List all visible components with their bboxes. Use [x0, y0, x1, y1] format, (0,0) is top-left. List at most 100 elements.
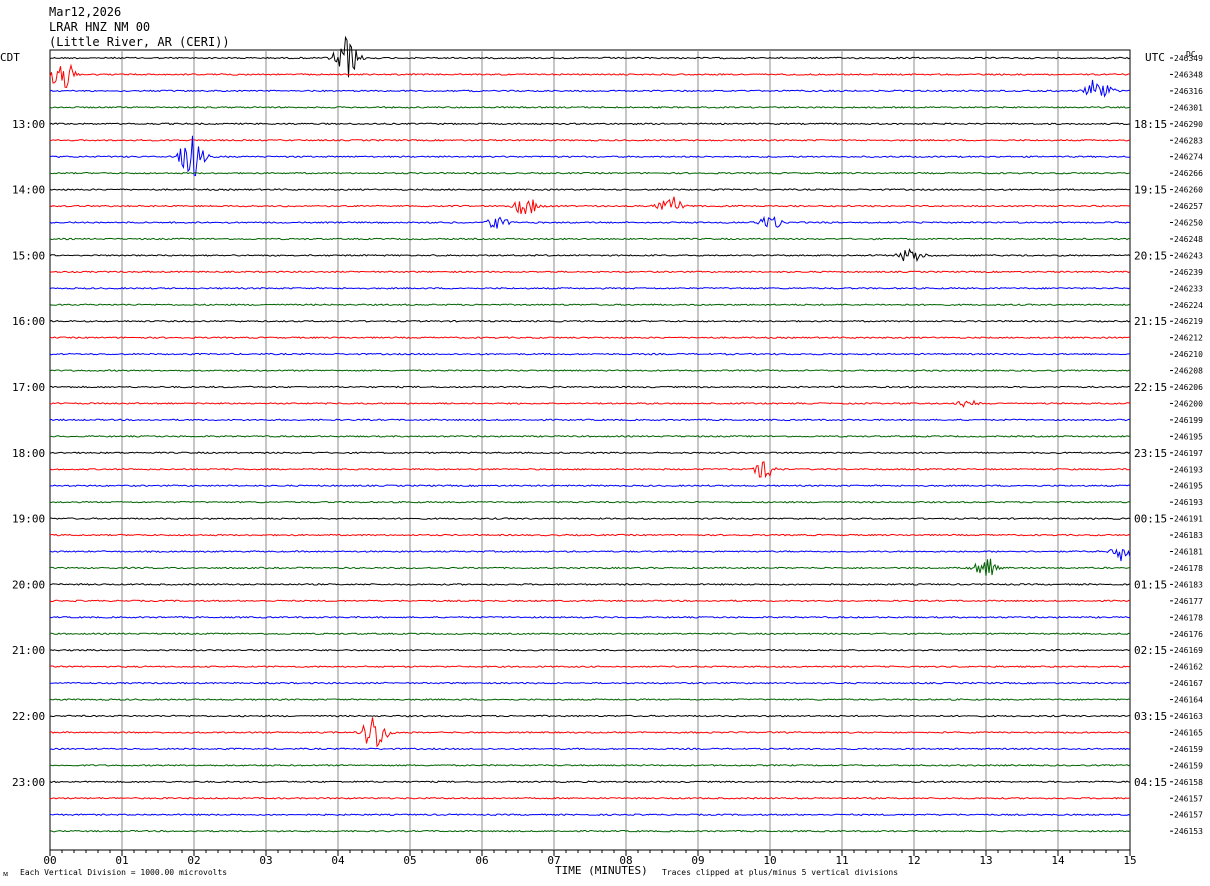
trace-line: [49, 319, 1131, 323]
trace-line: [49, 237, 1131, 241]
dc-value-label: 246195: [1174, 482, 1203, 491]
trace-line: [49, 399, 1131, 408]
dc-value-label: 246158: [1174, 778, 1203, 787]
seismic-traces: [49, 35, 1131, 833]
trace-line: [50, 35, 1131, 78]
header-station: LRAR HNZ NM 00: [49, 20, 150, 34]
trace-line: [49, 303, 1131, 307]
trace-line: [49, 352, 1131, 356]
dc-value-label: 246206: [1174, 383, 1203, 392]
dc-value-label: 246163: [1174, 712, 1203, 721]
plot-frame: [49, 49, 1131, 851]
x-tick-label: 01: [115, 854, 128, 867]
trace-line: [49, 248, 1131, 263]
right-hour-label: 20:15: [1134, 249, 1167, 262]
dc-value-label: 246191: [1174, 515, 1203, 524]
dc-value-label: 246197: [1174, 449, 1203, 458]
dc-value-label: 246153: [1174, 827, 1203, 836]
dc-offset-labels: 246349 246348 246316 246301 246290 246283 2462…: [1170, 54, 1203, 836]
right-hour-label: 01:15: [1134, 578, 1167, 591]
x-tick-label: 04: [331, 854, 345, 867]
left-hour-labels: 13:00 14:00 15:00 16:00 17:00 18:00 19:00 20:00…: [12, 118, 45, 789]
dc-value-label: 246250: [1174, 219, 1203, 228]
x-tick-label: 07: [547, 854, 560, 867]
trace-line: [49, 796, 1131, 800]
trace-line: [49, 106, 1131, 109]
trace-line: [49, 764, 1131, 767]
x-tick-label: 08: [619, 854, 632, 867]
trace-line: [49, 615, 1131, 619]
left-hour-label: 21:00: [12, 644, 45, 657]
trace-line: [49, 829, 1131, 833]
trace-line: [50, 681, 1131, 685]
left-hour-label: 20:00: [12, 578, 45, 591]
dc-value-label: 246210: [1174, 350, 1203, 359]
trace-line: [49, 336, 1131, 339]
right-hour-label: 18:15: [1134, 118, 1167, 131]
minute-gridlines: [49, 49, 1131, 851]
x-tick-label: 14: [1051, 854, 1065, 867]
dc-value-label: 246164: [1174, 696, 1203, 705]
trace-line: [49, 138, 1131, 142]
dc-value-label: 246219: [1174, 317, 1203, 326]
dc-value-label: 246178: [1174, 564, 1203, 573]
trace-line: [49, 418, 1131, 422]
x-tick-label: 13: [979, 854, 992, 867]
right-hour-label: 02:15: [1134, 644, 1167, 657]
right-timezone-label: UTC: [1145, 51, 1165, 64]
dc-value-label: 246199: [1174, 416, 1203, 425]
dc-value-label: 246349: [1174, 54, 1203, 63]
dc-value-label: 246233: [1174, 284, 1203, 293]
trace-line: [50, 517, 1131, 520]
trace-line: [49, 484, 1131, 488]
scale-icon: ᴍ: [3, 869, 8, 878]
dc-value-label: 246316: [1174, 87, 1203, 96]
dc-value-label: 246165: [1174, 728, 1203, 737]
trace-line: [49, 215, 1131, 229]
dc-value-label: 246243: [1174, 251, 1203, 260]
dc-value-label: 246290: [1174, 120, 1203, 129]
dc-value-label: 246193: [1174, 465, 1203, 474]
x-axis: 00 01 02 03 04 05 06 07 08 09 10 11 12 13 14 15: [43, 850, 1137, 867]
x-axis-title: TIME (MINUTES): [555, 864, 648, 877]
right-hour-label: 00:15: [1134, 513, 1167, 526]
dc-value-label: 246283: [1174, 136, 1203, 145]
left-hour-label: 23:00: [12, 776, 45, 789]
dc-value-label: 246178: [1174, 613, 1203, 622]
trace-line: [49, 780, 1131, 784]
dc-value-label: 246248: [1174, 235, 1203, 244]
trace-line: [49, 270, 1131, 274]
dc-value-label: 246257: [1174, 202, 1203, 211]
dc-label: DC: [1186, 50, 1196, 59]
dc-value-label: 246212: [1174, 334, 1203, 343]
dc-value-label: 246157: [1174, 811, 1203, 820]
trace-line: [49, 665, 1131, 668]
dc-value-label: 246169: [1174, 646, 1203, 655]
left-hour-label: 18:00: [12, 447, 45, 460]
right-hour-label: 23:15: [1134, 447, 1167, 460]
dc-value-label: 246176: [1174, 630, 1203, 639]
x-tick-label: 15: [1123, 854, 1136, 867]
trace-line: [49, 632, 1131, 636]
trace-line: [49, 135, 1131, 177]
footer-clip-note: Traces clipped at plus/minus 5 vertical …: [662, 868, 898, 877]
left-hour-label: 17:00: [12, 381, 45, 394]
dc-value-label: 246177: [1174, 597, 1203, 606]
dc-value-label: 246167: [1174, 679, 1203, 688]
left-timezone-label: CDT: [0, 51, 20, 64]
trace-line: [49, 171, 1131, 175]
trace-line: [49, 548, 1131, 562]
dc-value-label: 246260: [1174, 186, 1203, 195]
x-tick-label: 00: [43, 854, 56, 867]
trace-line: [49, 79, 1131, 98]
trace-line: [49, 583, 1131, 586]
dc-value-label: 246157: [1174, 794, 1203, 803]
left-hour-label: 22:00: [12, 710, 45, 723]
trace-line: [49, 122, 1131, 126]
dc-value-label: 246162: [1174, 663, 1203, 672]
dc-value-label: 246239: [1174, 268, 1203, 277]
header-location: (Little River, AR (CERI)): [49, 35, 230, 49]
right-hour-label: 22:15: [1134, 381, 1167, 394]
dc-value-label: 246301: [1174, 103, 1203, 112]
